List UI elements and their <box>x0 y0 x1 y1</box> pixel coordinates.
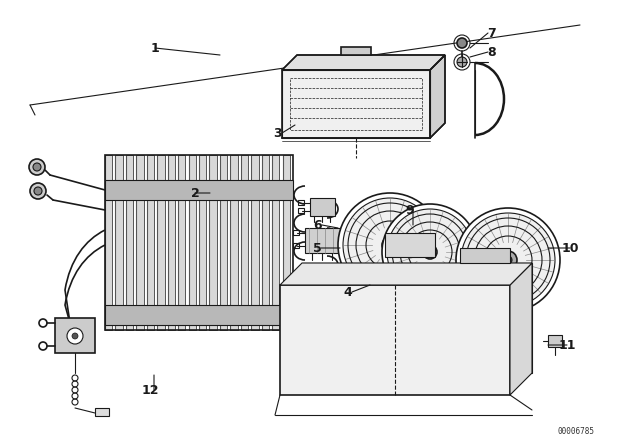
Bar <box>293 243 299 248</box>
Polygon shape <box>230 155 237 330</box>
Circle shape <box>382 204 478 300</box>
Circle shape <box>29 159 45 175</box>
Polygon shape <box>136 155 143 330</box>
Polygon shape <box>147 155 154 330</box>
Polygon shape <box>115 155 123 330</box>
Circle shape <box>33 163 41 171</box>
Circle shape <box>423 245 437 259</box>
Circle shape <box>72 333 78 339</box>
Polygon shape <box>282 70 430 138</box>
Polygon shape <box>302 263 532 373</box>
Polygon shape <box>310 198 335 216</box>
Polygon shape <box>157 155 164 330</box>
Circle shape <box>387 209 473 295</box>
Text: 6: 6 <box>314 219 323 232</box>
Text: 7: 7 <box>488 26 497 39</box>
Polygon shape <box>252 155 259 330</box>
Polygon shape <box>282 123 445 138</box>
Bar <box>105 155 293 330</box>
Circle shape <box>387 242 393 248</box>
Circle shape <box>382 237 398 253</box>
Polygon shape <box>280 285 510 395</box>
Bar <box>298 200 304 205</box>
Polygon shape <box>280 263 532 285</box>
Bar <box>290 78 422 130</box>
Polygon shape <box>510 263 532 395</box>
Polygon shape <box>220 155 227 330</box>
Polygon shape <box>282 55 445 70</box>
Polygon shape <box>241 155 248 330</box>
Bar <box>95 408 109 416</box>
Polygon shape <box>305 228 340 253</box>
Polygon shape <box>105 305 293 325</box>
Polygon shape <box>178 155 186 330</box>
Circle shape <box>30 183 46 199</box>
Bar <box>548 335 562 347</box>
Text: 4: 4 <box>344 285 353 298</box>
Text: 2: 2 <box>191 186 200 199</box>
Text: 8: 8 <box>488 46 496 59</box>
Circle shape <box>457 38 467 48</box>
Text: 11: 11 <box>558 339 576 352</box>
Polygon shape <box>55 318 95 353</box>
Circle shape <box>343 198 437 292</box>
Bar <box>385 233 435 257</box>
Text: 5: 5 <box>312 241 321 254</box>
Polygon shape <box>282 155 290 330</box>
Circle shape <box>427 249 433 255</box>
Circle shape <box>499 251 517 269</box>
Polygon shape <box>105 180 293 200</box>
Text: 3: 3 <box>274 126 282 139</box>
Circle shape <box>456 208 560 312</box>
Circle shape <box>67 328 83 344</box>
Bar <box>341 47 371 55</box>
Circle shape <box>457 57 467 67</box>
Polygon shape <box>272 155 280 330</box>
Bar <box>105 155 293 330</box>
Polygon shape <box>189 155 196 330</box>
Text: 10: 10 <box>561 241 579 254</box>
Text: 9: 9 <box>406 203 414 216</box>
Text: 00006785: 00006785 <box>558 427 595 436</box>
Bar <box>460 248 510 263</box>
Circle shape <box>504 256 512 264</box>
Text: 1: 1 <box>150 42 159 55</box>
Polygon shape <box>209 155 217 330</box>
Bar <box>293 230 299 235</box>
Text: 12: 12 <box>141 383 159 396</box>
Polygon shape <box>262 155 269 330</box>
Circle shape <box>338 193 442 297</box>
Polygon shape <box>199 155 206 330</box>
Circle shape <box>34 187 42 195</box>
Bar <box>298 208 304 213</box>
Polygon shape <box>105 155 112 330</box>
Circle shape <box>461 213 555 307</box>
Polygon shape <box>126 155 133 330</box>
Polygon shape <box>430 55 445 138</box>
Polygon shape <box>168 155 175 330</box>
